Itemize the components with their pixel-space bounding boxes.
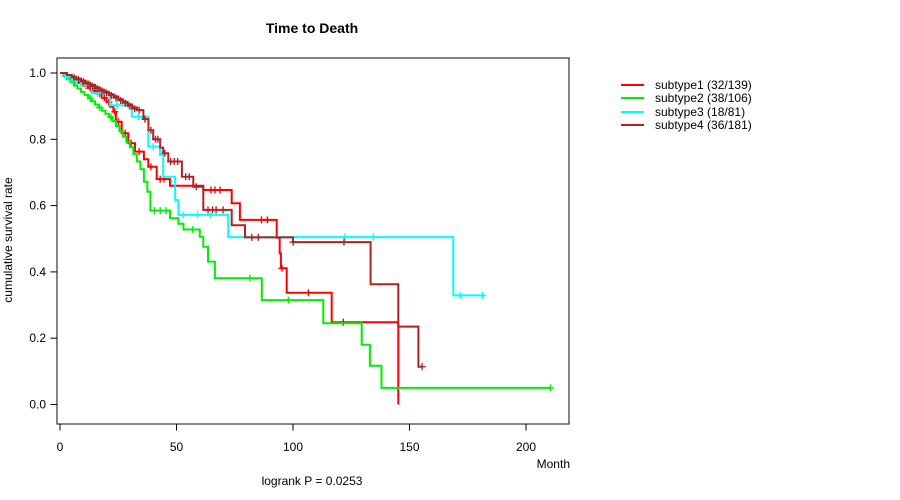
x-tick-label: 200 [516,440,536,454]
x-tick-label: 0 [57,440,64,454]
legend-swatch-subtype4 [621,124,644,127]
legend-swatch-subtype1 [621,83,644,86]
plot-area-border [56,57,570,425]
y-tick-label: 0.8 [29,132,46,146]
y-tick-label: 0.0 [29,398,46,412]
legend-item-subtype4: subtype4 (36/181) [621,118,752,133]
km-curve-subtype2 [60,72,551,389]
y-axis-label: cumulative survival rate [1,177,15,303]
legend-swatch-subtype3 [621,110,644,113]
x-tick-label: 100 [283,440,303,454]
y-tick-label: 0.2 [29,331,46,345]
y-axis-ticks: 1.0 0.8 0.6 0.4 0.2 0.0 [29,66,57,412]
survival-curves [60,72,554,405]
km-curve-subtype1 [60,72,400,405]
x-tick-label: 150 [399,440,419,454]
y-tick-label: 1.0 [29,66,46,80]
km-curve-subtype3 [60,72,483,297]
y-tick-label: 0.4 [29,265,46,279]
censor-marks-subtype2 [86,94,554,392]
legend-item-subtype3: subtype3 (18/81) [621,105,752,119]
legend-label-subtype2: subtype2 (38/106) [655,91,752,106]
legend-label-subtype3: subtype3 (18/81) [655,104,746,119]
y-tick-label: 0.6 [29,199,46,213]
legend-swatch-subtype2 [621,97,644,100]
legend-label-subtype4: subtype4 (36/181) [655,118,752,133]
censor-marks-subtype3 [64,73,487,299]
x-axis-label: Month [537,457,570,471]
censor-marks-subtype1 [68,74,347,326]
legend-item-subtype2: subtype2 (38/106) [621,91,752,106]
chart-title: Time to Death [266,20,358,36]
legend: subtype1 (32/139) subtype2 (38/106) subt… [621,78,752,132]
legend-label-subtype1: subtype1 (32/139) [655,77,752,92]
x-axis-ticks: 0 50 100 150 200 [57,424,536,454]
censor-marks-subtype4 [70,74,426,371]
x-tick-label: 50 [170,440,184,454]
legend-item-subtype1: subtype1 (32/139) [621,78,752,92]
logrank-annotation: logrank P = 0.0253 [262,474,363,488]
